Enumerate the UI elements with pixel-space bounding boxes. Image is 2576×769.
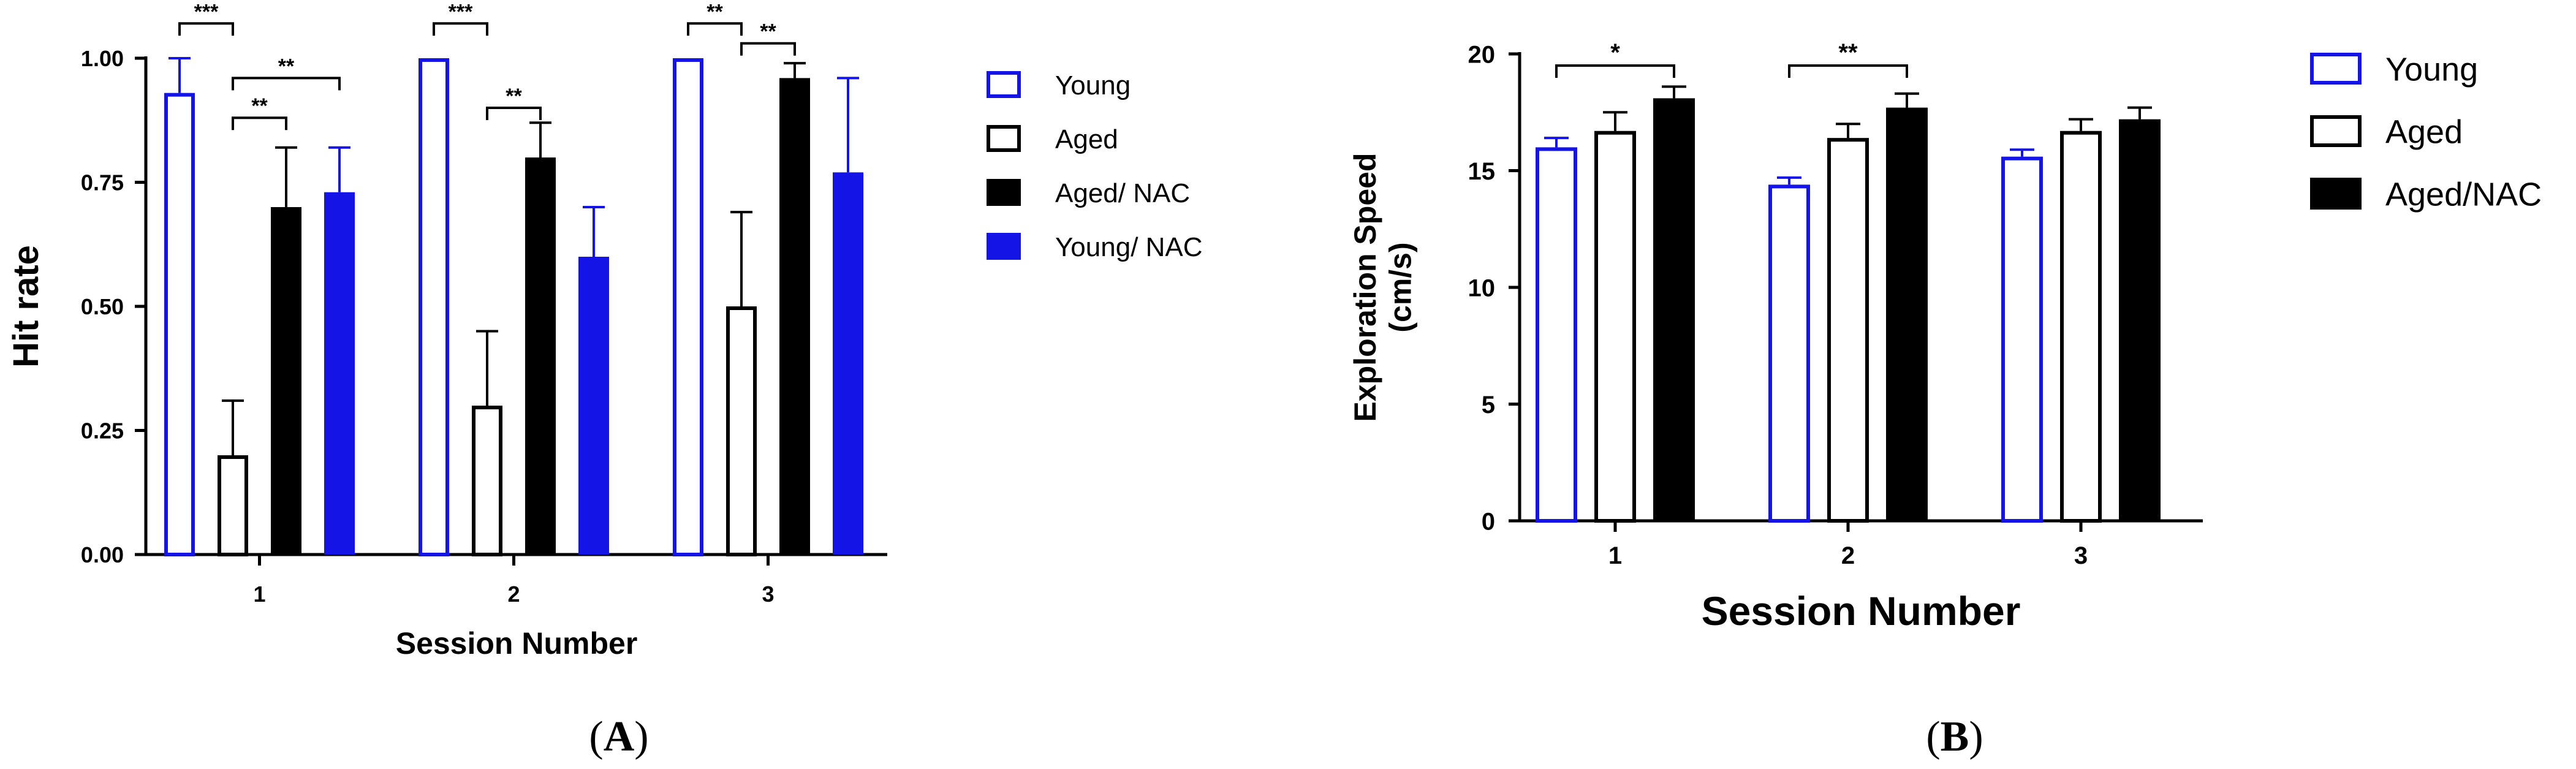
significance-bracket-b-0: [1555, 64, 1675, 78]
significance-bracket-a-2: [232, 77, 341, 91]
panel-label-b: (B): [1926, 713, 1983, 760]
y-tick-label: 20: [1468, 41, 1496, 68]
x-tick-label: 1: [253, 581, 265, 607]
significance-label-a-2: **: [278, 55, 295, 78]
y-axis-title-unit: (cm/s): [1384, 242, 1418, 332]
y-tick-label: 0.50: [81, 294, 124, 319]
bar-a-s2-c2: [779, 78, 810, 555]
bar-a-s1-c0: [218, 455, 248, 556]
bar-a-s0-c2: [673, 58, 703, 556]
legend-swatch-a-0: [987, 71, 1021, 98]
significance-label-a-6: **: [760, 20, 776, 44]
bar-a-s1-c1: [472, 406, 502, 556]
significance-label-a-0: ***: [194, 0, 219, 23]
legend-swatch-b-0: [2310, 53, 2362, 85]
significance-bracket-a-0: [178, 22, 234, 36]
significance-bracket-b-1: [1788, 64, 1908, 78]
legend-swatch-b-1: [2310, 115, 2362, 147]
legend-label-a-2: Aged/ NAC: [1055, 178, 1190, 208]
y-tick-label: 0.25: [81, 418, 124, 443]
x-tick-label: 3: [2074, 542, 2088, 569]
y-tick-label: 0: [1482, 508, 1495, 535]
legend-label-a-3: Young/ NAC: [1055, 232, 1203, 262]
bar-b-s0-c0: [1536, 147, 1577, 523]
panel-label-a: (A): [589, 713, 648, 760]
legend-swatch-a-3: [987, 233, 1021, 260]
y-tick-label: 15: [1468, 158, 1496, 185]
significance-label-a-5: **: [707, 0, 723, 23]
x-tick-label: 2: [507, 581, 520, 607]
significance-label-a-4: **: [506, 85, 522, 108]
legend-label-b-0: Young: [2385, 51, 2478, 88]
bar-b-s0-c2: [2001, 156, 2043, 523]
panel-a-chart: 0.000.250.500.751.001 2 3****************S…: [6, 0, 1203, 760]
panel-label-open: (: [1926, 713, 1940, 760]
x-tick-label: 1: [1608, 542, 1622, 569]
bar-a-s2-c0: [271, 207, 301, 555]
y-axis-title: Exploration Speed: [1348, 153, 1382, 422]
legend-label-a-1: Aged: [1055, 124, 1118, 154]
x-tick-label: 2: [1841, 542, 1855, 569]
y-tick-label: 1.00: [81, 46, 124, 71]
x-axis-title: Session Number: [396, 626, 638, 661]
bar-b-s0-c1: [1768, 184, 1810, 523]
significance-bracket-a-5: [687, 22, 743, 36]
legend-swatch-a-1: [987, 125, 1021, 152]
significance-label-b-1: **: [1838, 39, 1858, 66]
bar-b-s1-c1: [1827, 138, 1869, 523]
significance-bracket-a-6: [740, 42, 796, 56]
bar-b-s1-c0: [1594, 131, 1636, 523]
bar-a-s2-c1: [525, 157, 556, 555]
x-tick-label: 3: [762, 581, 774, 607]
legend-swatch-b-2: [2310, 178, 2362, 210]
legend-label-a-0: Young: [1055, 70, 1131, 100]
legend-label-b-2: Aged/NAC: [2385, 176, 2542, 213]
legend-label-b-1: Aged: [2385, 113, 2463, 150]
panel-label-letter: B: [1941, 713, 1969, 760]
y-tick-label: 5: [1482, 392, 1495, 419]
significance-label-b-0: *: [1610, 39, 1620, 66]
significance-label-a-3: ***: [449, 0, 473, 23]
y-axis-title: Hit rate: [6, 245, 46, 368]
panel-label-letter: A: [604, 713, 635, 760]
y-tick-label: 10: [1468, 275, 1496, 301]
bar-a-s0-c0: [164, 93, 195, 556]
bar-b-s2-c2: [2119, 119, 2161, 521]
bar-a-s0-c1: [419, 58, 449, 556]
y-tick-label: 0.75: [81, 170, 124, 195]
bar-a-s1-c2: [726, 306, 757, 556]
significance-bracket-a-3: [433, 22, 488, 36]
panel-label-open: (: [589, 713, 603, 760]
significance-bracket-a-4: [486, 107, 542, 120]
legend-swatch-a-2: [987, 179, 1021, 206]
panel-label-close: ): [1969, 713, 1983, 760]
bar-b-s2-c1: [1886, 107, 1928, 521]
bar-a-s3-c2: [833, 172, 863, 555]
x-axis-title: Session Number: [1702, 588, 2021, 634]
bar-a-s3-c0: [324, 192, 355, 555]
panel-label-close: ): [634, 713, 648, 760]
significance-label-a-1: **: [251, 94, 268, 118]
significance-bracket-a-1: [232, 116, 287, 131]
bar-b-s2-c0: [1653, 98, 1695, 521]
bar-b-s1-c2: [2060, 131, 2102, 523]
y-tick-label: 0.00: [81, 542, 124, 567]
bar-a-s3-c1: [578, 257, 609, 555]
